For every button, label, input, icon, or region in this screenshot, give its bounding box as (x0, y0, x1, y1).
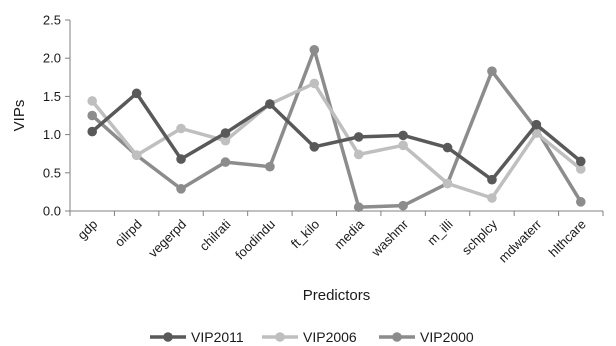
data-point (309, 78, 320, 89)
data-point (353, 202, 364, 212)
data-point (487, 174, 497, 185)
y-tick-label: 0.0 (43, 204, 61, 219)
y-tick-label: 1.0 (43, 127, 61, 142)
data-point (575, 197, 586, 207)
x-tick-label: schplcy (459, 216, 501, 258)
legend: VIP2011 VIP2006 VIP2000 (150, 329, 474, 345)
data-point (398, 140, 408, 151)
data-point (487, 193, 497, 203)
y-tick-label: 1.5 (43, 89, 61, 104)
data-point (265, 161, 275, 172)
data-point (220, 128, 231, 138)
data-point (309, 44, 320, 55)
data-point (575, 156, 586, 167)
legend-swatch-marker (163, 332, 173, 342)
data-point (442, 178, 453, 189)
data-point (398, 200, 408, 211)
x-tick-label: gdp (74, 217, 100, 243)
data-point (176, 184, 186, 194)
data-point (176, 123, 186, 134)
data-point (531, 119, 542, 130)
data-point (220, 135, 231, 146)
y-tick-label: 2.5 (43, 13, 61, 28)
data-point (575, 164, 586, 174)
data-point (487, 66, 497, 76)
data-point (353, 132, 364, 142)
x-tick-label: hlthcare (546, 217, 589, 260)
x-tick-label: foodindu (232, 217, 278, 263)
x-tick-label: media (331, 216, 367, 252)
x-axis-title: Predictors (303, 287, 371, 304)
legend-label: VIP2011 (191, 329, 244, 345)
x-tick-label: ft_kilo (288, 217, 323, 252)
data-point (531, 128, 542, 138)
data-point (131, 88, 142, 99)
series-line (91, 91, 582, 182)
data-point (353, 149, 364, 160)
legend-item-VIP2006: VIP2006 (262, 329, 357, 345)
x-tick-label: chilrati (196, 216, 233, 253)
data-point (309, 142, 320, 152)
data-point (220, 157, 231, 167)
series-line (91, 48, 583, 209)
x-tick-label: m_illi (424, 216, 456, 248)
x-tick-label: oilrpd (112, 217, 145, 250)
data-point (442, 142, 453, 153)
y-axis-title: VIPs (11, 100, 28, 132)
legend-label: VIP2000 (420, 329, 474, 345)
data-point (265, 99, 275, 109)
data-point (398, 130, 408, 141)
series-VIP2011 (87, 88, 586, 185)
x-tick-label: mdwaterr (496, 216, 545, 265)
legend-label: VIP2006 (303, 329, 357, 345)
x-tick-label: washmr (368, 216, 412, 260)
series-group (87, 44, 586, 212)
legend-item-VIP2000: VIP2000 (379, 329, 474, 345)
data-point (176, 154, 186, 164)
y-ticks: 0.0 0.5 1.0 1.5 2.0 2.5 (43, 13, 70, 219)
data-point (87, 110, 98, 121)
legend-item-VIP2011: VIP2011 (150, 329, 244, 345)
x-tick-label: vegerpd (145, 217, 189, 261)
y-tick-label: 2.0 (43, 51, 61, 66)
data-point (87, 126, 98, 137)
y-tick-label: 0.5 (43, 165, 61, 180)
series-line (90, 81, 582, 200)
data-point (87, 96, 98, 106)
legend-swatch-marker (392, 332, 402, 342)
legend-swatch-marker (275, 332, 285, 342)
data-point (131, 150, 142, 161)
